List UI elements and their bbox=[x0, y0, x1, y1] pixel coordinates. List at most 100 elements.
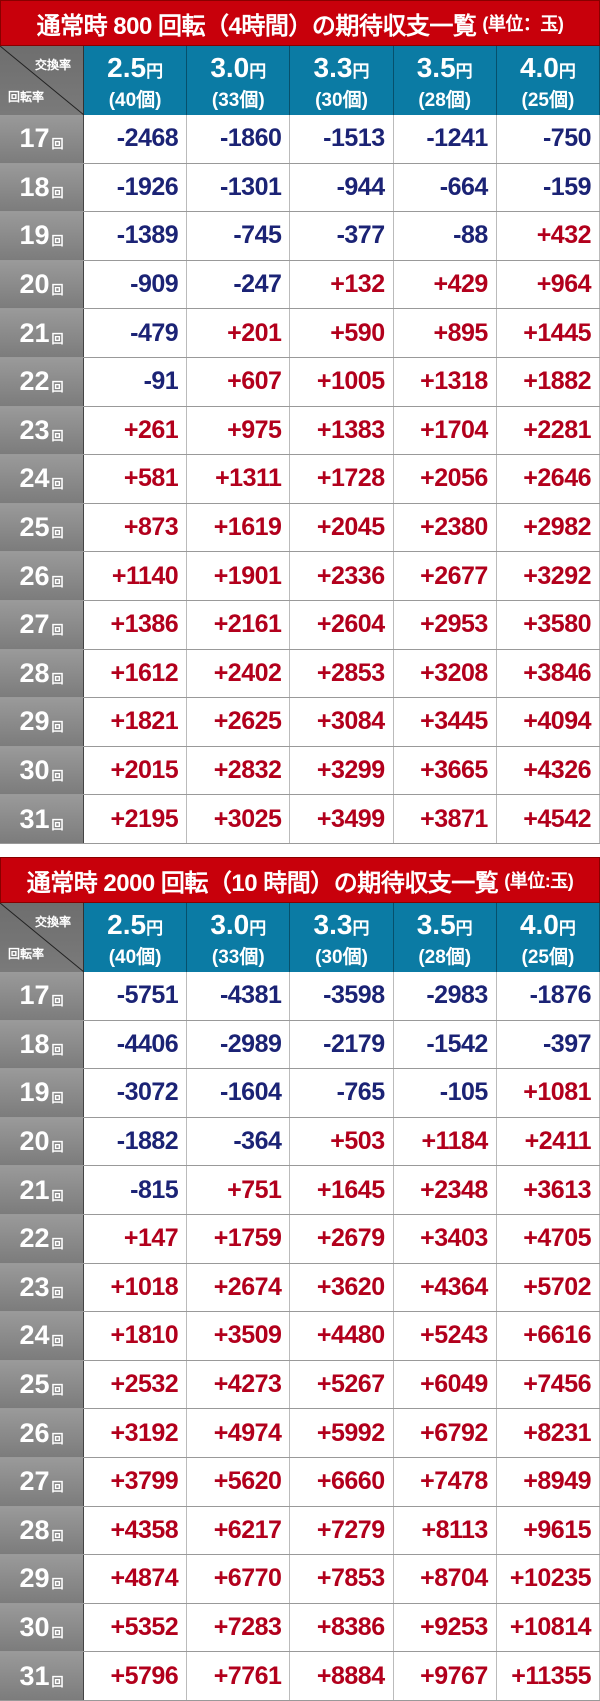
value-cell: -2179 bbox=[290, 1020, 394, 1069]
table-row: 17 回 -2468 -1860 -1513 -1241 -750 bbox=[0, 115, 600, 164]
value-cell: +432 bbox=[497, 212, 600, 260]
value-cell: -3072 bbox=[84, 1069, 188, 1117]
spin-rate-value: 29 bbox=[19, 1563, 50, 1594]
table-row: 23 回 +1018 +2674 +3620 +4364 +5702 bbox=[0, 1263, 600, 1313]
header-row: 交換率 回転率 2.5円 (40個) 3.0円 (33個) 3.3円 (30個) 3.5円 (28… bbox=[0, 46, 600, 115]
value-cell: +261 bbox=[84, 406, 188, 455]
value-cell: +2853 bbox=[290, 649, 394, 698]
spin-rate-value: 20 bbox=[19, 1126, 50, 1157]
value-cell: -2989 bbox=[187, 1020, 291, 1069]
value-cell: -3598 bbox=[290, 972, 394, 1020]
spin-rate-value: 21 bbox=[19, 317, 50, 348]
value-cell: -479 bbox=[84, 309, 188, 357]
row-label: 22 回 bbox=[0, 1214, 84, 1263]
table-row: 19 回 -1389 -745 -377 -88 +432 bbox=[0, 212, 600, 261]
spin-rate-value: 18 bbox=[19, 1028, 50, 1059]
rate-value: 2.5 bbox=[107, 52, 147, 83]
rate-value: 2.5 bbox=[107, 909, 147, 940]
row-suffix: 回 bbox=[51, 1042, 64, 1057]
table-row: 26 回 +1140 +1901 +2336 +2677 +3292 bbox=[0, 552, 600, 601]
value-cell: +201 bbox=[187, 309, 291, 357]
value-cell: +1386 bbox=[84, 600, 188, 649]
row-suffix: 回 bbox=[51, 1480, 64, 1495]
value-cell: +1184 bbox=[394, 1117, 497, 1166]
value-cell: +2532 bbox=[84, 1360, 188, 1409]
row-suffix: 回 bbox=[51, 1626, 64, 1641]
row-suffix: 回 bbox=[51, 1431, 64, 1446]
value-cell: +9253 bbox=[394, 1603, 497, 1652]
row-suffix: 回 bbox=[51, 574, 64, 589]
column-header: 3.3円 (30個) bbox=[290, 903, 394, 972]
spin-rate-value: 23 bbox=[19, 414, 50, 445]
value-cell: +1383 bbox=[290, 406, 394, 455]
table-title: 通常時 800 回転（4時間）の期待収支一覧 (単位：玉) bbox=[0, 0, 600, 46]
table-row: 20 回 -1882 -364 +503 +1184 +2411 bbox=[0, 1117, 600, 1167]
yen-unit: 円 bbox=[455, 62, 473, 81]
row-suffix: 回 bbox=[51, 137, 64, 152]
value-cell: +9767 bbox=[394, 1652, 497, 1700]
spin-rate-value: 30 bbox=[19, 755, 50, 786]
spin-rate-value: 17 bbox=[19, 123, 50, 154]
row-suffix: 回 bbox=[51, 283, 64, 298]
value-cell: +3846 bbox=[497, 649, 600, 698]
value-cell: +1645 bbox=[290, 1166, 394, 1214]
spin-rate-value: 31 bbox=[19, 803, 50, 834]
value-cell: -1926 bbox=[84, 163, 188, 212]
value-cell: +4480 bbox=[290, 1312, 394, 1360]
corner-cell: 交換率 回転率 bbox=[0, 46, 84, 115]
table-row: 19 回 -3072 -1604 -765 -105 +1081 bbox=[0, 1069, 600, 1118]
rate-value: 3.3 bbox=[313, 909, 353, 940]
value-cell: +3403 bbox=[394, 1214, 497, 1263]
value-cell: +2604 bbox=[290, 600, 394, 649]
column-header: 3.0円 (33個) bbox=[187, 46, 291, 115]
value-cell: -5751 bbox=[84, 972, 188, 1020]
row-suffix: 回 bbox=[51, 994, 64, 1009]
value-cell: +5702 bbox=[497, 1263, 600, 1312]
value-cell: +1821 bbox=[84, 698, 188, 746]
row-suffix: 回 bbox=[51, 671, 64, 686]
value-cell: +7456 bbox=[497, 1360, 600, 1409]
value-cell: +7279 bbox=[290, 1506, 394, 1555]
header-row: 交換率 回転率 2.5円 (40個) 3.0円 (33個) 3.3円 (30個) 3.5円 (28… bbox=[0, 903, 600, 972]
table-row: 18 回 -4406 -2989 -2179 -1542 -397 bbox=[0, 1020, 600, 1070]
value-cell: +3665 bbox=[394, 746, 497, 795]
value-cell: +2625 bbox=[187, 698, 291, 746]
value-cell: +3445 bbox=[394, 698, 497, 746]
spin-rate-value: 26 bbox=[19, 560, 50, 591]
value-cell: +2281 bbox=[497, 406, 600, 455]
row-label: 19 回 bbox=[0, 212, 84, 260]
value-cell: -105 bbox=[394, 1069, 497, 1117]
yen-unit: 円 bbox=[558, 919, 576, 938]
row-label: 24 回 bbox=[0, 455, 84, 503]
row-suffix: 回 bbox=[51, 428, 64, 443]
balls-per-unit: (33個) bbox=[211, 947, 265, 968]
value-cell: +1728 bbox=[290, 455, 394, 503]
value-cell: +8386 bbox=[290, 1603, 394, 1652]
yen-unit: 円 bbox=[146, 919, 164, 938]
row-label: 28 回 bbox=[0, 649, 84, 698]
value-cell: -750 bbox=[497, 115, 600, 163]
value-cell: +3084 bbox=[290, 698, 394, 746]
spin-rate-value: 31 bbox=[19, 1660, 50, 1691]
spin-rate-value: 28 bbox=[19, 1514, 50, 1545]
spin-rate-label: 回転率 bbox=[8, 947, 45, 961]
row-suffix: 回 bbox=[51, 1188, 64, 1203]
value-cell: +7761 bbox=[187, 1652, 291, 1700]
spin-rate-value: 22 bbox=[19, 1223, 50, 1254]
value-cell: +6792 bbox=[394, 1409, 497, 1457]
value-cell: +503 bbox=[290, 1117, 394, 1166]
value-cell: -664 bbox=[394, 163, 497, 212]
row-label: 21 回 bbox=[0, 1166, 84, 1214]
rate-value: 4.0 bbox=[519, 909, 559, 940]
value-cell: +964 bbox=[497, 260, 600, 309]
value-cell: -815 bbox=[84, 1166, 188, 1214]
value-cell: +8949 bbox=[497, 1457, 600, 1506]
value-cell: -909 bbox=[84, 260, 188, 309]
table-row: 21 回 -479 +201 +590 +895 +1445 bbox=[0, 309, 600, 358]
column-header: 3.3円 (30個) bbox=[290, 46, 394, 115]
value-cell: +7478 bbox=[394, 1457, 497, 1506]
value-cell: -377 bbox=[290, 212, 394, 260]
table-row: 22 回 -91 +607 +1005 +1318 +1882 bbox=[0, 357, 600, 407]
value-cell: +6770 bbox=[187, 1555, 291, 1603]
spin-rate-value: 24 bbox=[19, 1320, 50, 1351]
